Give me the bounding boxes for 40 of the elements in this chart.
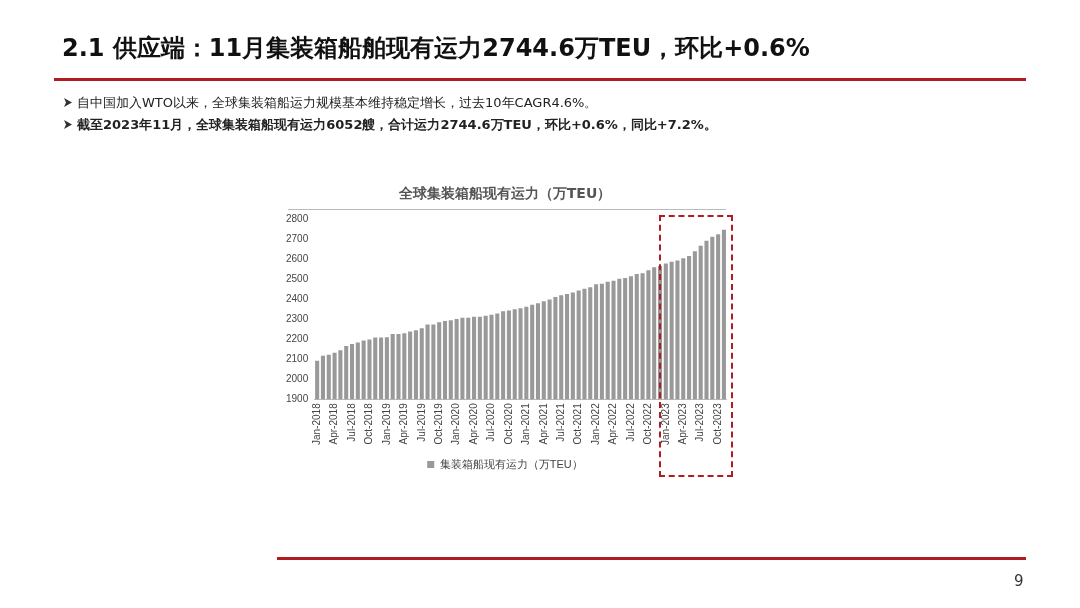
x-tick-label: Jul-2020 xyxy=(485,402,497,442)
y-tick-label: 2800 xyxy=(286,212,309,224)
x-tick-label: Oct-2023 xyxy=(711,402,723,445)
x-tick-label: Apr-2021 xyxy=(537,402,549,445)
x-tick-label: Jan-2022 xyxy=(589,402,601,445)
x-tick-label: Jul-2023 xyxy=(694,402,706,442)
y-tick-label: 1900 xyxy=(286,393,309,405)
x-tick-label: Apr-2023 xyxy=(677,402,688,445)
x-tick-label: Apr-2020 xyxy=(467,402,479,445)
y-tick-label: 2500 xyxy=(286,272,309,284)
y-tick-label: 2300 xyxy=(286,312,309,324)
y-tick-label: 2100 xyxy=(286,352,309,364)
x-tick-label: Oct-2020 xyxy=(502,402,514,445)
text: 自中国加入WTO以来，全球集装箱船运力规模基本维持稳定增长，过去10年CAGR4.6%。 xyxy=(77,95,598,110)
x-tick-label: Apr-2022 xyxy=(607,402,619,445)
x-tick-label: Oct-2021 xyxy=(572,402,584,445)
x-tick-label: Jan-2023 xyxy=(659,402,671,445)
chart-title: 全球集装箱船现有运力（万TEU） xyxy=(397,185,612,202)
y-tick-label: 2400 xyxy=(286,292,309,304)
x-tick-label: Jul-2022 xyxy=(624,402,636,442)
y-tick-label: 2600 xyxy=(286,252,309,264)
x-tick-label: Jul-2021 xyxy=(554,402,566,442)
y-tick-label: 2000 xyxy=(286,373,309,384)
text: 9 xyxy=(1014,572,1024,590)
y-tick-label: 2700 xyxy=(286,232,309,244)
x-tick-label: Apr-2019 xyxy=(398,402,410,445)
x-tick-label: Apr-2018 xyxy=(328,402,340,445)
x-tick-label: Jan-2018 xyxy=(310,402,322,445)
legend-label: 集装箱船现有运力（万TEU） xyxy=(439,457,583,470)
x-tick-label: Jan-2019 xyxy=(380,402,392,445)
text: 截至2023年11月，全球集装箱船现有运力6052艘，合计运力2744.6万TEU，环比+0.6%，同比+7.2%。 xyxy=(77,117,717,132)
x-tick-label: Jul-2018 xyxy=(345,402,357,442)
x-tick-label: Oct-2022 xyxy=(642,402,654,445)
text: 2.1 供应端：11月集装箱船舶现有运力2744.6万TEU，环比+0.6% xyxy=(62,33,810,64)
x-tick-label: Oct-2018 xyxy=(363,402,375,445)
x-tick-label: Jan-2020 xyxy=(450,402,462,445)
x-tick-label: Oct-2019 xyxy=(432,402,444,445)
x-tick-label: Jul-2019 xyxy=(415,402,427,442)
y-tick-label: 2200 xyxy=(286,332,309,344)
x-tick-label: Jan-2021 xyxy=(520,402,532,445)
